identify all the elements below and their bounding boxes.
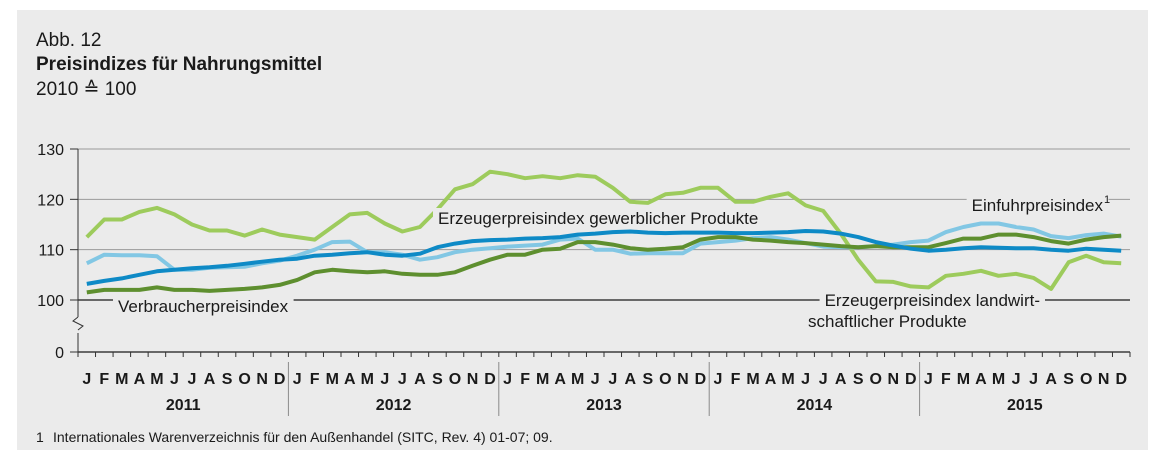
x-tick-label: J bbox=[380, 371, 389, 388]
series-label: schaftlicher Produkte bbox=[808, 312, 967, 331]
y-tick-label: 100 bbox=[37, 293, 64, 310]
x-tick-label: J bbox=[1012, 371, 1021, 388]
x-tick-label: M bbox=[957, 371, 970, 388]
y-tick-label: 120 bbox=[37, 192, 64, 209]
x-tick-label: M bbox=[361, 371, 374, 388]
x-tick-label: N bbox=[677, 371, 689, 388]
x-tick-label: F bbox=[99, 371, 109, 388]
chart-subtitle: 2010 ≙ 100 bbox=[36, 79, 136, 100]
x-tick-label: O bbox=[449, 371, 461, 388]
x-tick-label: J bbox=[924, 371, 933, 388]
x-tick-label: S bbox=[1063, 371, 1074, 388]
x-tick-label: N bbox=[1098, 371, 1110, 388]
x-tick-label: S bbox=[222, 371, 233, 388]
footnote-text: Internationales Warenverzeichnis für den… bbox=[53, 429, 553, 445]
x-tick-label: F bbox=[310, 371, 320, 388]
label-background bbox=[803, 311, 972, 332]
series-line bbox=[86, 229, 1122, 286]
x-tick-label: J bbox=[591, 371, 600, 388]
x-tick-label: J bbox=[503, 371, 512, 388]
x-tick-label: S bbox=[432, 371, 443, 388]
x-tick-label: A bbox=[975, 371, 987, 388]
x-tick-label: J bbox=[188, 371, 197, 388]
x-tick-label: O bbox=[870, 371, 882, 388]
label-background bbox=[966, 195, 1109, 216]
x-tick-label: J bbox=[293, 371, 302, 388]
x-tick-label: A bbox=[134, 371, 146, 388]
x-tick-label: D bbox=[695, 371, 707, 388]
y-tick-label: 0 bbox=[55, 345, 64, 362]
chart-title: Preisindizes für Nahrungsmittel bbox=[36, 54, 322, 75]
x-tick-label: A bbox=[835, 371, 847, 388]
x-tick-label: M bbox=[326, 371, 339, 388]
x-tick-label: M bbox=[536, 371, 549, 388]
x-tick-label: A bbox=[625, 371, 637, 388]
year-label: 2014 bbox=[797, 397, 833, 414]
label-background bbox=[433, 208, 764, 229]
x-tick-label: J bbox=[819, 371, 828, 388]
x-tick-label: S bbox=[642, 371, 653, 388]
x-tick-label: A bbox=[204, 371, 216, 388]
x-tick-label: D bbox=[484, 371, 496, 388]
x-tick-label: N bbox=[256, 371, 268, 388]
series-label: Verbraucherpreisindex bbox=[118, 297, 289, 316]
x-tick-label: D bbox=[274, 371, 286, 388]
y-tick-label: 110 bbox=[38, 243, 64, 260]
y-tick-label: 130 bbox=[37, 142, 64, 159]
x-tick-label: J bbox=[82, 371, 91, 388]
x-tick-label: F bbox=[731, 371, 741, 388]
series-line bbox=[86, 232, 1122, 295]
x-tick-label: J bbox=[398, 371, 407, 388]
label-background bbox=[113, 296, 294, 317]
x-tick-label: A bbox=[765, 371, 777, 388]
x-tick-label: D bbox=[1115, 371, 1127, 388]
label-background bbox=[819, 290, 1045, 311]
x-tick-label: J bbox=[1029, 371, 1038, 388]
x-tick-label: A bbox=[414, 371, 426, 388]
x-tick-label: F bbox=[941, 371, 951, 388]
footnote-ref: 1 bbox=[1104, 194, 1110, 206]
series-label: Erzeugerpreisindex landwirt- bbox=[825, 291, 1040, 310]
x-tick-label: J bbox=[608, 371, 617, 388]
x-tick-label: J bbox=[801, 371, 810, 388]
x-tick-label: J bbox=[170, 371, 179, 388]
series-line bbox=[85, 169, 1122, 291]
series-label: Einfuhrpreisindex bbox=[972, 196, 1104, 215]
x-tick-label: M bbox=[115, 371, 128, 388]
x-tick-label: S bbox=[853, 371, 864, 388]
x-tick-label: D bbox=[905, 371, 917, 388]
year-label: 2015 bbox=[1007, 397, 1043, 414]
year-label: 2013 bbox=[586, 397, 622, 414]
x-tick-label: M bbox=[150, 371, 163, 388]
x-tick-label: F bbox=[520, 371, 530, 388]
x-tick-label: A bbox=[554, 371, 566, 388]
x-tick-label: O bbox=[659, 371, 671, 388]
x-tick-label: O bbox=[1080, 371, 1092, 388]
x-tick-label: N bbox=[888, 371, 900, 388]
axis-break bbox=[72, 316, 84, 331]
year-label: 2011 bbox=[166, 397, 201, 414]
footnote-marker: 1 bbox=[36, 429, 44, 445]
figure-label: Abb. 12 bbox=[36, 30, 102, 51]
x-tick-label: M bbox=[992, 371, 1005, 388]
series-label: Erzeugerpreisindex gewerblicher Produkte bbox=[438, 209, 758, 228]
x-tick-label: J bbox=[714, 371, 723, 388]
year-label: 2012 bbox=[376, 397, 412, 414]
x-tick-label: A bbox=[344, 371, 356, 388]
x-tick-label: A bbox=[1045, 371, 1057, 388]
x-tick-label: M bbox=[781, 371, 794, 388]
x-tick-label: M bbox=[571, 371, 584, 388]
x-tick-label: O bbox=[238, 371, 250, 388]
x-tick-label: N bbox=[467, 371, 479, 388]
x-tick-label: M bbox=[746, 371, 759, 388]
